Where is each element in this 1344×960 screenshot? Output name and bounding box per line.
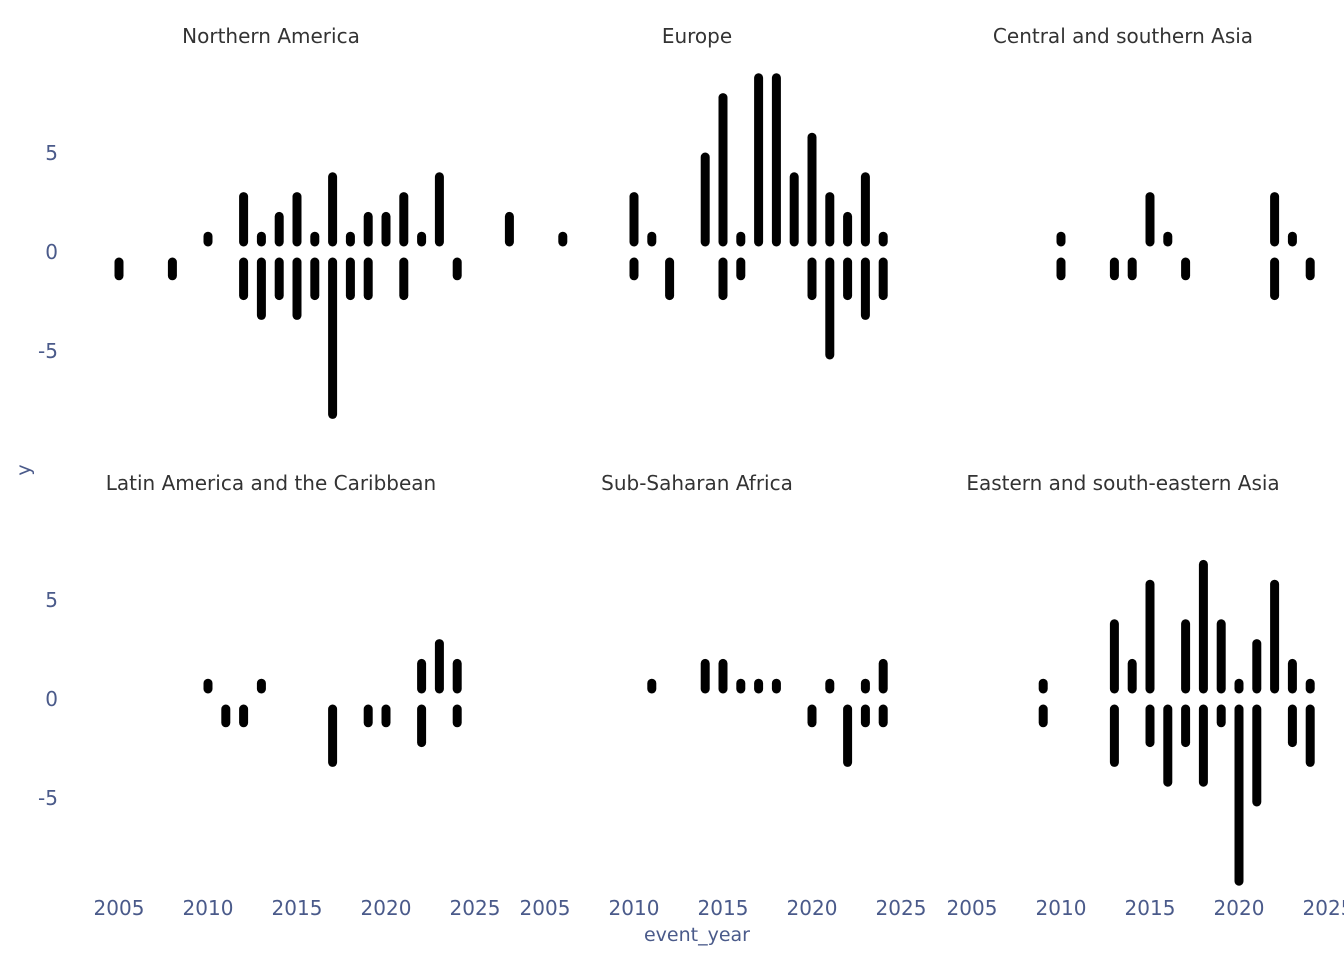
- x-tick-label: 2020: [361, 896, 412, 920]
- x-tick-label: 2010: [609, 896, 660, 920]
- y-tick-label: 0: [45, 240, 58, 264]
- x-tick-label: 2015: [272, 896, 323, 920]
- x-tick-label: 2015: [1125, 896, 1176, 920]
- facet-panel: Northern America 5 0 -5: [38, 24, 462, 419]
- x-axis-title: event_year: [644, 924, 750, 946]
- x-tick-label: 2005: [947, 896, 998, 920]
- facet-title: Europe: [662, 24, 732, 48]
- facet-title: Sub-Saharan Africa: [601, 471, 793, 495]
- facet-panel: Europe: [504, 24, 888, 360]
- y-tick-label: -5: [38, 786, 58, 810]
- x-tick-label: 2020: [787, 896, 838, 920]
- y-tick-label: 0: [45, 687, 58, 711]
- facet-panel: Central and southern Asia: [993, 24, 1315, 301]
- x-tick-label: 2020: [1214, 896, 1265, 920]
- facet-title: Northern America: [182, 24, 360, 48]
- x-tick-label: 2015: [698, 896, 749, 920]
- x-tick-label: 2005: [520, 896, 571, 920]
- x-tick-label: 2025: [450, 896, 501, 920]
- x-tick-label: 2010: [1036, 896, 1087, 920]
- y-tick-label: 5: [45, 588, 58, 612]
- facet-title: Central and southern Asia: [993, 24, 1253, 48]
- x-tick-label: 2025: [1303, 896, 1344, 920]
- facet-panel: Eastern and south-eastern Asia 2005 2010 20…: [947, 471, 1344, 920]
- facet-title: Latin America and the Caribbean: [106, 471, 436, 495]
- y-axis-title: y: [13, 464, 35, 475]
- x-tick-label: 2005: [94, 896, 145, 920]
- facet-panel: Sub-Saharan Africa 2005 2010 2015 2020 2025: [520, 471, 927, 920]
- facet-title: Eastern and south-eastern Asia: [966, 471, 1279, 495]
- y-tick-label: 5: [45, 141, 58, 165]
- facet-panel: Latin America and the Caribbean 5 0 -5 2005 2…: [38, 471, 500, 920]
- y-tick-label: -5: [38, 339, 58, 363]
- x-tick-label: 2025: [876, 896, 927, 920]
- x-tick-label: 2010: [183, 896, 234, 920]
